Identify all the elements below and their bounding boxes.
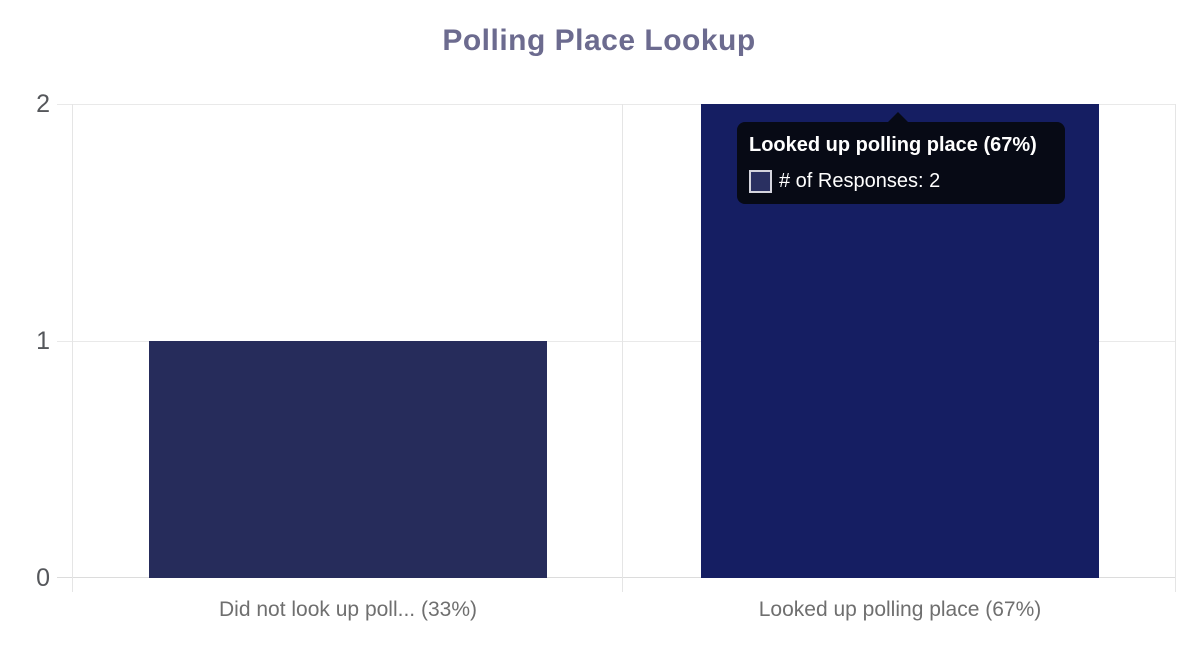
y-axis-line (72, 104, 73, 592)
category-divider-gridline (622, 104, 623, 592)
right-boundary-gridline (1175, 104, 1176, 592)
gridline-y2 (57, 104, 1176, 105)
x-axis-category-label: Looked up polling place (67%) (758, 598, 1042, 621)
tooltip-title: Looked up polling place (67%) (749, 134, 1037, 156)
gridline-y1 (57, 341, 1176, 342)
y-axis-tick-label: 2 (36, 90, 50, 118)
tooltip-caret-icon (888, 112, 908, 122)
y-axis-tick-label: 1 (36, 327, 50, 355)
tooltip-value-text: # of Responses: 2 (779, 170, 941, 192)
x-axis-baseline (57, 577, 1176, 578)
tooltip: Looked up polling place (67%) # of Respo… (737, 112, 1065, 204)
series-color-swatch-icon (749, 169, 772, 193)
y-axis-tick-label: 0 (36, 564, 50, 592)
bar-did-not-look-up[interactable] (149, 341, 547, 578)
tooltip-body: # of Responses: 2 (749, 169, 1053, 193)
chart-title: Polling Place Lookup (442, 24, 756, 57)
x-axis-category-label: Did not look up poll... (33%) (219, 598, 477, 621)
